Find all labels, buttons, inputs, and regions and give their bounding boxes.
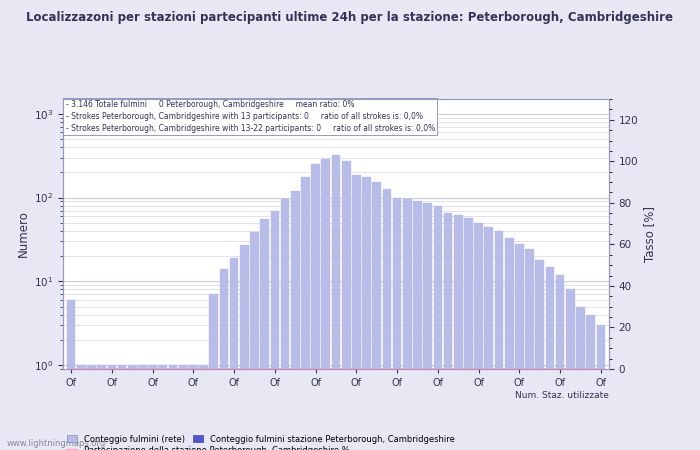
Text: www.lightningmaps.org: www.lightningmaps.org <box>7 439 106 448</box>
Bar <box>179 365 188 450</box>
Bar <box>505 238 514 450</box>
Bar <box>424 203 432 450</box>
Bar <box>576 306 584 450</box>
Bar <box>362 177 371 450</box>
Bar <box>444 213 452 450</box>
Bar <box>545 266 554 450</box>
Bar <box>393 198 401 450</box>
Bar <box>383 189 391 450</box>
Bar <box>108 365 116 450</box>
Bar <box>97 365 106 450</box>
Bar <box>260 219 269 450</box>
Bar <box>271 211 279 450</box>
Legend: Partecipazione della stazione Peterborough, Cambridgeshire %: Partecipazione della stazione Peterborou… <box>67 446 349 450</box>
Bar <box>556 275 564 450</box>
Bar <box>128 365 136 450</box>
Bar <box>281 199 289 450</box>
Bar <box>403 199 412 450</box>
Bar <box>495 231 503 450</box>
Bar <box>199 365 208 450</box>
Bar <box>158 365 167 450</box>
Bar <box>230 258 239 450</box>
Bar <box>220 269 228 450</box>
Bar <box>291 191 300 450</box>
Bar <box>118 365 127 450</box>
Y-axis label: Numero: Numero <box>17 211 29 257</box>
Bar <box>138 365 147 450</box>
Bar <box>250 232 259 450</box>
Bar <box>321 159 330 450</box>
Bar <box>525 249 534 450</box>
Bar <box>189 365 197 450</box>
Bar <box>77 365 85 450</box>
Y-axis label: Tasso [%]: Tasso [%] <box>643 206 656 262</box>
Text: Num. Staz. utilizzate: Num. Staz. utilizzate <box>515 392 609 400</box>
Bar <box>209 294 218 450</box>
Text: - 3.146 Totale fulmini     0 Peterborough, Cambridgeshire     mean ratio: 0%
- S: - 3.146 Totale fulmini 0 Peterborough, C… <box>66 100 435 133</box>
Bar <box>515 244 524 450</box>
Bar <box>240 245 248 450</box>
Bar <box>596 325 606 450</box>
Bar <box>301 177 310 450</box>
Bar <box>88 365 96 450</box>
Bar <box>587 315 595 450</box>
Bar <box>66 300 76 450</box>
Bar <box>566 289 575 450</box>
Bar <box>413 202 422 450</box>
Bar <box>169 365 177 450</box>
Text: Localizzazoni per stazioni partecipanti ultime 24h per la stazione: Peterborough: Localizzazoni per stazioni partecipanti … <box>27 11 673 24</box>
Bar <box>312 164 320 450</box>
Bar <box>148 365 157 450</box>
Bar <box>536 260 544 450</box>
Bar <box>484 227 493 450</box>
Bar <box>454 215 463 450</box>
Bar <box>475 223 483 450</box>
Legend: Conteggio fulmini (rete), Conteggio fulmini stazione Peterborough, Cambridgeshir: Conteggio fulmini (rete), Conteggio fulm… <box>67 435 455 444</box>
Bar <box>332 155 340 450</box>
Bar <box>352 175 361 450</box>
Bar <box>342 162 351 450</box>
Bar <box>372 182 381 450</box>
Bar <box>464 218 473 450</box>
Bar <box>433 206 442 450</box>
